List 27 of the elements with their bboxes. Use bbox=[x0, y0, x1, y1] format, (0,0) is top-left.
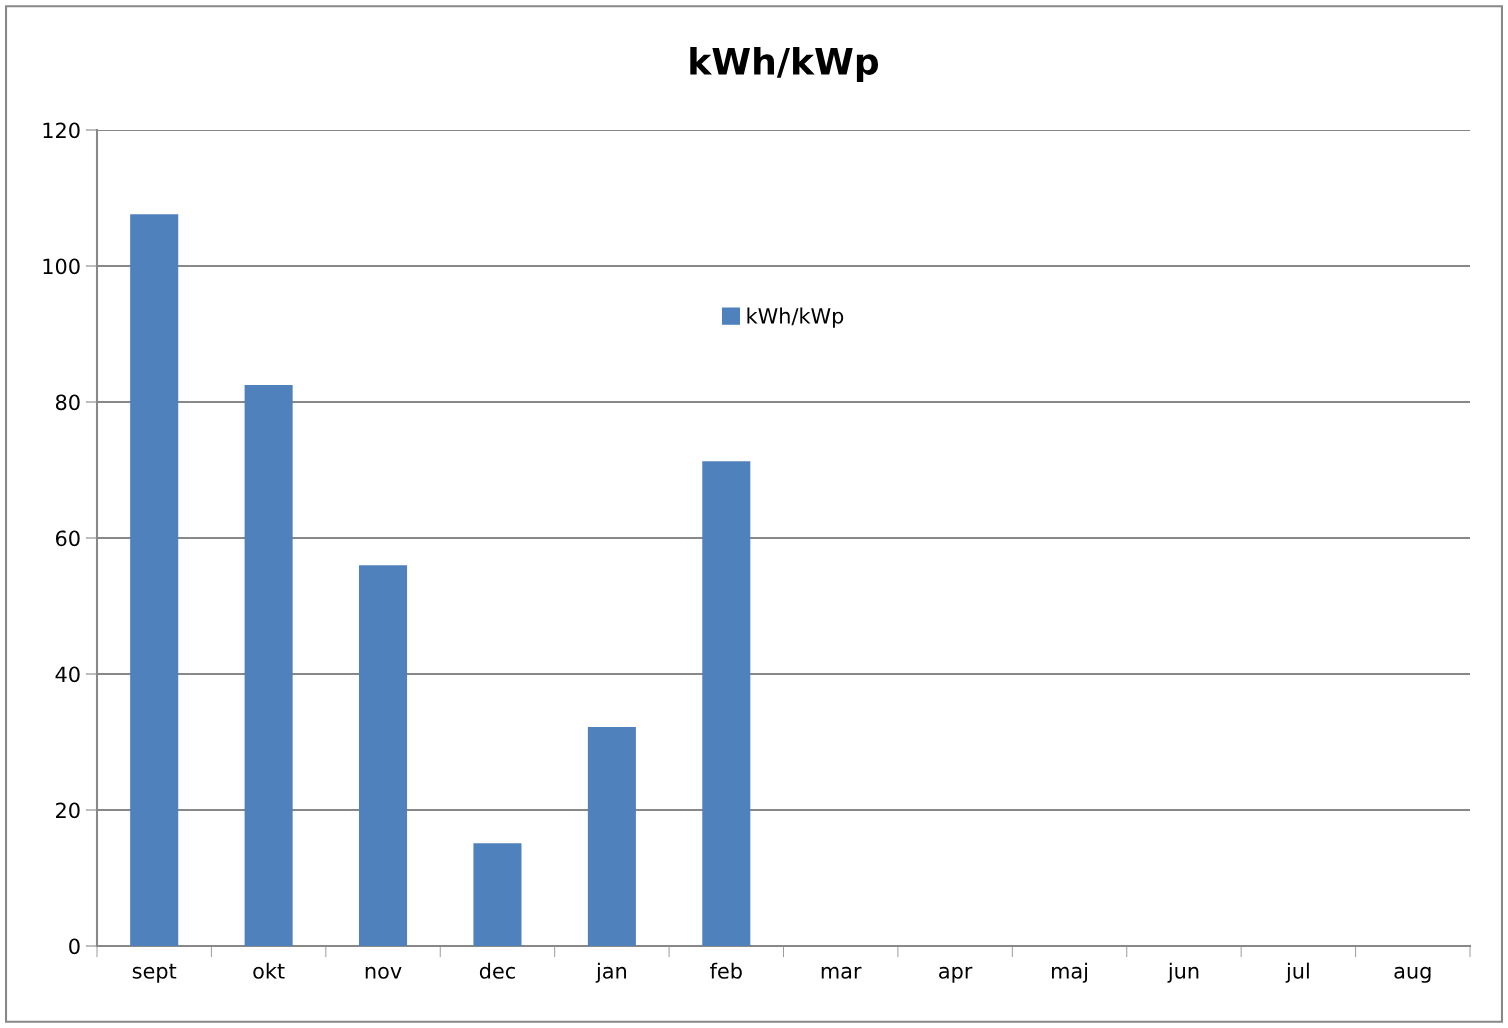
x-tick-label: aug bbox=[1394, 966, 1431, 983]
y-tick-label: 20 bbox=[56, 802, 80, 819]
y-tick-label: 120 bbox=[43, 122, 80, 139]
x-tick-label: mar bbox=[821, 966, 862, 979]
x-tick-label: nov bbox=[365, 966, 402, 979]
y-tick-label: 0 bbox=[69, 938, 80, 955]
legend-label: kWh/kWp bbox=[747, 307, 844, 328]
bar bbox=[244, 385, 293, 946]
x-tick-label: sept bbox=[132, 963, 177, 983]
x-tick-label: okt bbox=[253, 962, 285, 979]
bar bbox=[587, 727, 636, 946]
y-tick-label: 40 bbox=[55, 666, 80, 683]
x-tick-label: jul bbox=[1285, 962, 1309, 983]
bar bbox=[359, 565, 408, 946]
x-tick-label: jun bbox=[1167, 962, 1199, 983]
y-tick-label: 60 bbox=[55, 530, 80, 547]
y-tick-label: 80 bbox=[55, 394, 80, 411]
y-tick-label: 100 bbox=[43, 258, 80, 275]
x-tick-label: feb bbox=[710, 962, 742, 979]
x-tick-label: dec bbox=[479, 962, 515, 979]
x-tick-label: apr bbox=[939, 966, 973, 983]
bar bbox=[130, 214, 179, 946]
x-tick-label: jan bbox=[595, 962, 626, 983]
bar bbox=[702, 461, 751, 946]
chart-title: kWh/kWp bbox=[690, 47, 879, 82]
bar bbox=[473, 843, 522, 946]
x-tick-label: maj bbox=[1052, 962, 1088, 983]
